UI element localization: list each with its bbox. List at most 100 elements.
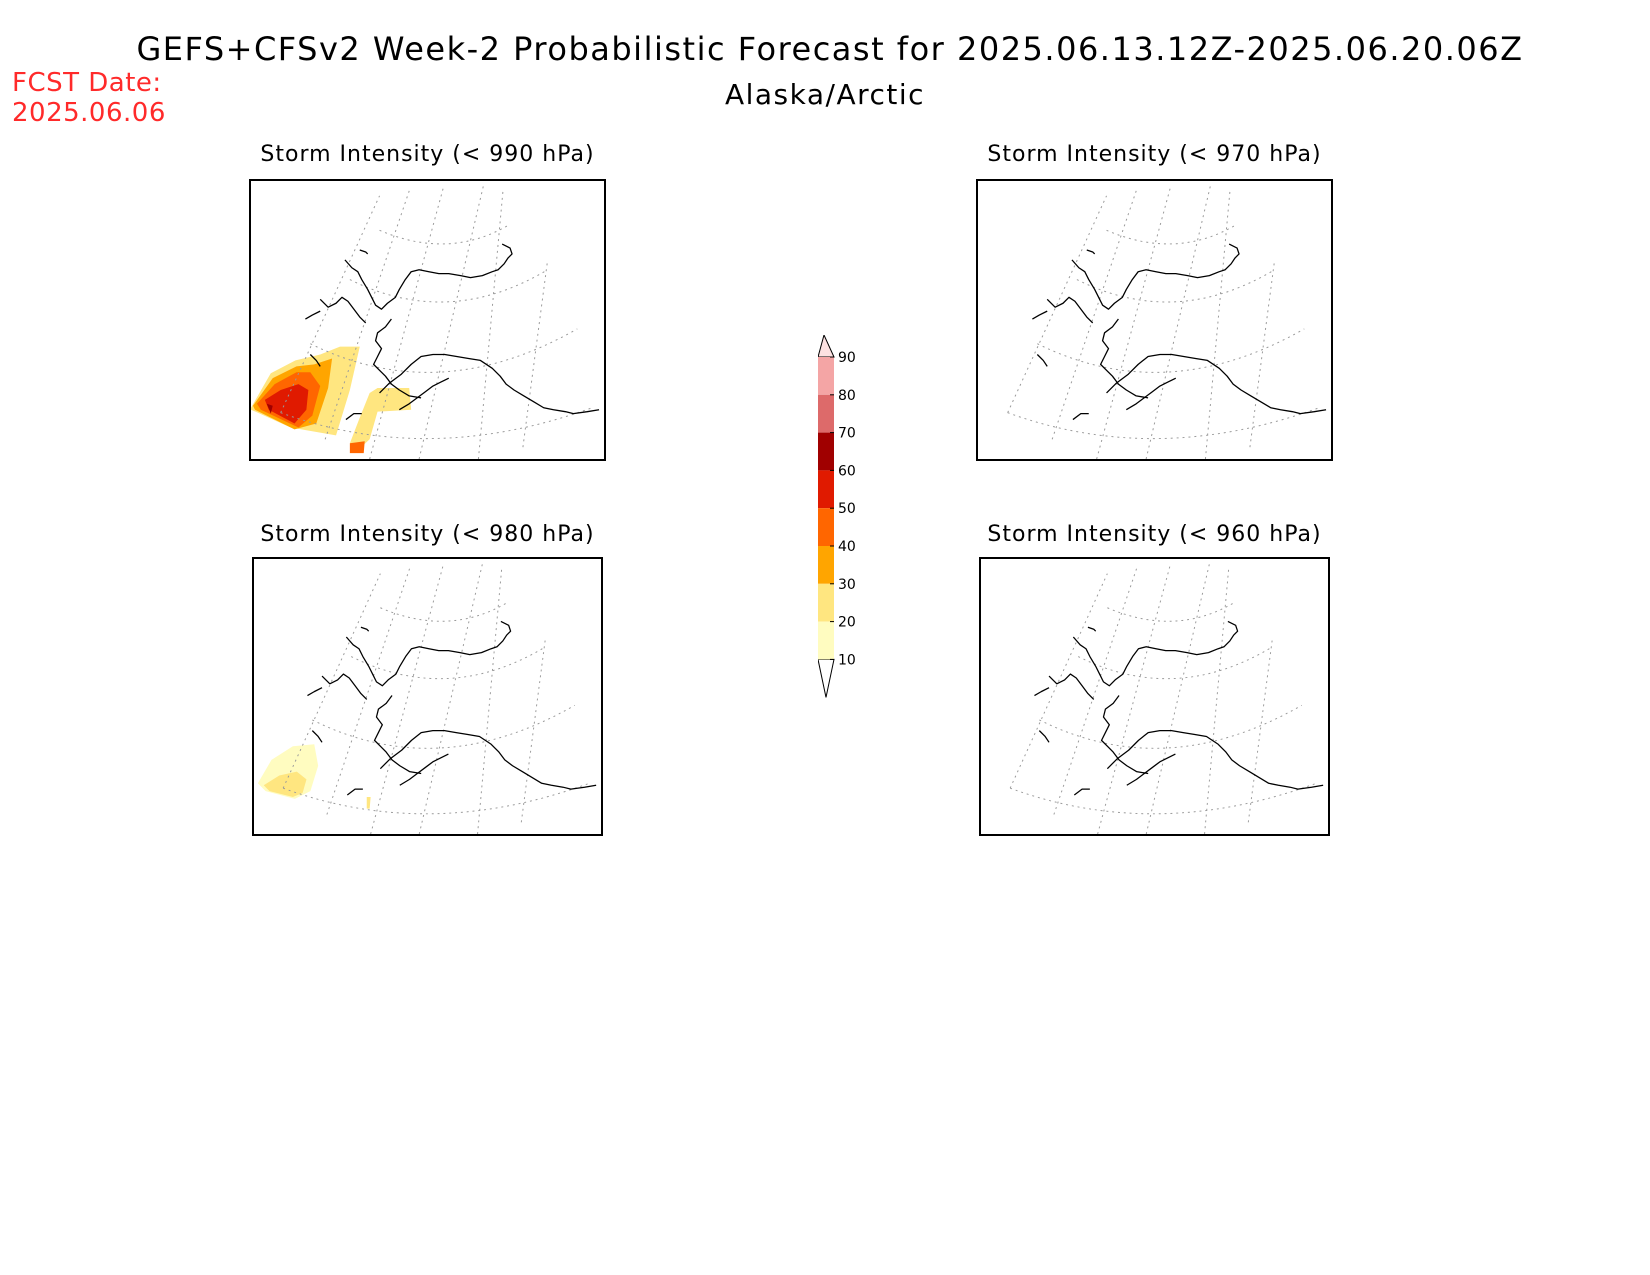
map0-graticule-line-0 bbox=[280, 195, 380, 413]
map1-coastline-segment-4 bbox=[1106, 353, 1327, 415]
map3-coastline-segment-2 bbox=[1048, 673, 1095, 700]
map3-coastline-segment-6 bbox=[1073, 788, 1090, 796]
color-legend: 90 80 70 60 50 40 30 20 10 bbox=[818, 335, 898, 745]
map3-graticule-line-0 bbox=[1009, 573, 1108, 789]
map2-coastline-segment-8 bbox=[360, 626, 370, 632]
map0-graticule-line-7 bbox=[310, 328, 578, 373]
legend-label-30: 30 bbox=[838, 577, 856, 593]
map1-coastline bbox=[1032, 243, 1327, 421]
chart-title: GEFS+CFSv2 Week-2 Probabilistic Forecast… bbox=[136, 30, 1524, 68]
legend-bin-40 bbox=[818, 508, 834, 546]
map0-graticule-line-9 bbox=[379, 224, 509, 245]
panel-title-980: Storm Intensity (< 980 hPa) bbox=[260, 522, 595, 547]
map3-graticule-line-7 bbox=[1039, 704, 1302, 749]
legend-bin-70 bbox=[818, 394, 834, 433]
map3-graticule-line-6 bbox=[1009, 782, 1317, 815]
legend-cap-top bbox=[818, 335, 835, 358]
map1-coastline-segment-7 bbox=[1036, 354, 1048, 367]
map2-coastline-segment-0 bbox=[345, 620, 512, 687]
legend-label-50: 50 bbox=[838, 501, 856, 517]
map3-graticule-line-8 bbox=[1077, 646, 1273, 680]
map0-shade-50 bbox=[264, 384, 309, 424]
map-svg-2 bbox=[257, 563, 597, 834]
map1-graticule-line-1 bbox=[1051, 190, 1137, 440]
map1-coastline-segment-0 bbox=[1071, 243, 1240, 310]
forecast-date-value: 2025.06.06 bbox=[12, 98, 166, 128]
map-svg-3 bbox=[1009, 563, 1324, 834]
map0-graticule-line-1 bbox=[324, 190, 410, 440]
map0-graticule-line-4 bbox=[477, 188, 504, 459]
map0-graticule-line-6 bbox=[280, 407, 593, 440]
chart-subtitle: Alaska/Arctic bbox=[724, 78, 926, 111]
map1-graticule-line-3 bbox=[1145, 185, 1211, 459]
map2-graticule-line-9 bbox=[380, 602, 507, 622]
map0-coastline bbox=[305, 243, 600, 421]
map1-coastline-segment-6 bbox=[1072, 413, 1089, 421]
map1-coastline-segment-3 bbox=[1032, 310, 1048, 320]
map2-graticule-line-4 bbox=[477, 566, 503, 834]
legend-bin-20 bbox=[818, 583, 834, 622]
map-panel-990 bbox=[249, 179, 606, 461]
map0-coastline-segment-6 bbox=[345, 413, 362, 421]
legend-bin-10 bbox=[818, 621, 834, 660]
legend-label-70: 70 bbox=[838, 426, 856, 442]
map2-coastline-segment-3 bbox=[307, 687, 323, 697]
map2-coastline-segment-2 bbox=[321, 673, 368, 700]
forecast-date: FCST Date: 2025.06.06 bbox=[12, 68, 166, 128]
map2-graticule-line-1 bbox=[326, 568, 410, 815]
legend-label-90: 90 bbox=[838, 350, 856, 366]
legend-bin-60 bbox=[818, 432, 834, 471]
map1-graticule-line-5 bbox=[1249, 259, 1276, 448]
map0-shade-40b bbox=[349, 441, 365, 454]
map3-graticule bbox=[1009, 563, 1317, 834]
map3-coastline-segment-3 bbox=[1034, 687, 1050, 697]
map0-coastline-segment-0 bbox=[344, 243, 513, 310]
legend-bin-50 bbox=[818, 470, 834, 509]
legend-label-80: 80 bbox=[838, 388, 856, 404]
map2-graticule-line-5 bbox=[520, 636, 547, 823]
map3-coastline bbox=[1034, 620, 1324, 796]
map2-graticule-line-7 bbox=[312, 704, 575, 749]
map0-graticule-line-5 bbox=[522, 259, 549, 448]
map2-graticule-line-6 bbox=[282, 782, 590, 815]
map2-coastline-segment-1 bbox=[373, 695, 422, 775]
map-panel-960 bbox=[979, 557, 1330, 836]
map0-coastline-segment-3 bbox=[305, 310, 321, 320]
legend-label-60: 60 bbox=[838, 463, 856, 479]
panel-title-970: Storm Intensity (< 970 hPa) bbox=[987, 142, 1322, 167]
map2-coastline-segment-5 bbox=[399, 753, 449, 786]
map3-graticule-line-1 bbox=[1053, 568, 1137, 815]
map0-coastline-segment-4 bbox=[379, 353, 600, 415]
legend-bin-80 bbox=[818, 357, 834, 395]
map2-shade-20 bbox=[263, 771, 307, 797]
map0-graticule bbox=[280, 185, 593, 459]
map3-coastline-segment-5 bbox=[1126, 753, 1176, 786]
map1-coastline-segment-8 bbox=[1086, 249, 1096, 255]
map2-coastline-segment-4 bbox=[379, 729, 597, 790]
map1-graticule-line-6 bbox=[1007, 407, 1320, 440]
legend-label-40: 40 bbox=[838, 539, 856, 555]
forecast-date-label: FCST Date: bbox=[12, 68, 162, 98]
map-panel-970 bbox=[976, 179, 1333, 461]
map0-graticule-line-8 bbox=[349, 269, 548, 303]
map2-graticule-line-8 bbox=[350, 646, 546, 680]
map0-shade-20b bbox=[349, 388, 412, 454]
map3-graticule-line-5 bbox=[1247, 636, 1274, 823]
map2-graticule-line-3 bbox=[418, 563, 483, 834]
map1-graticule bbox=[1007, 185, 1320, 459]
map1-graticule-line-8 bbox=[1076, 269, 1275, 303]
map1-coastline-segment-2 bbox=[1046, 296, 1094, 324]
map3-coastline-segment-4 bbox=[1106, 729, 1324, 790]
map1-graticule-line-4 bbox=[1204, 188, 1231, 459]
map0-probability-shading bbox=[251, 346, 412, 454]
map3-coastline-segment-8 bbox=[1087, 626, 1097, 632]
map2-graticule-line-2 bbox=[370, 563, 445, 834]
map1-coastline-segment-1 bbox=[1099, 318, 1149, 399]
map1-graticule-line-0 bbox=[1007, 195, 1107, 413]
panel-title-960: Storm Intensity (< 960 hPa) bbox=[987, 522, 1322, 547]
map3-graticule-line-3 bbox=[1145, 563, 1210, 834]
map2-graticule bbox=[282, 563, 590, 834]
map0-coastline-segment-5 bbox=[398, 377, 450, 411]
map3-coastline-segment-0 bbox=[1072, 620, 1239, 687]
map0-graticule-line-3 bbox=[418, 185, 484, 459]
